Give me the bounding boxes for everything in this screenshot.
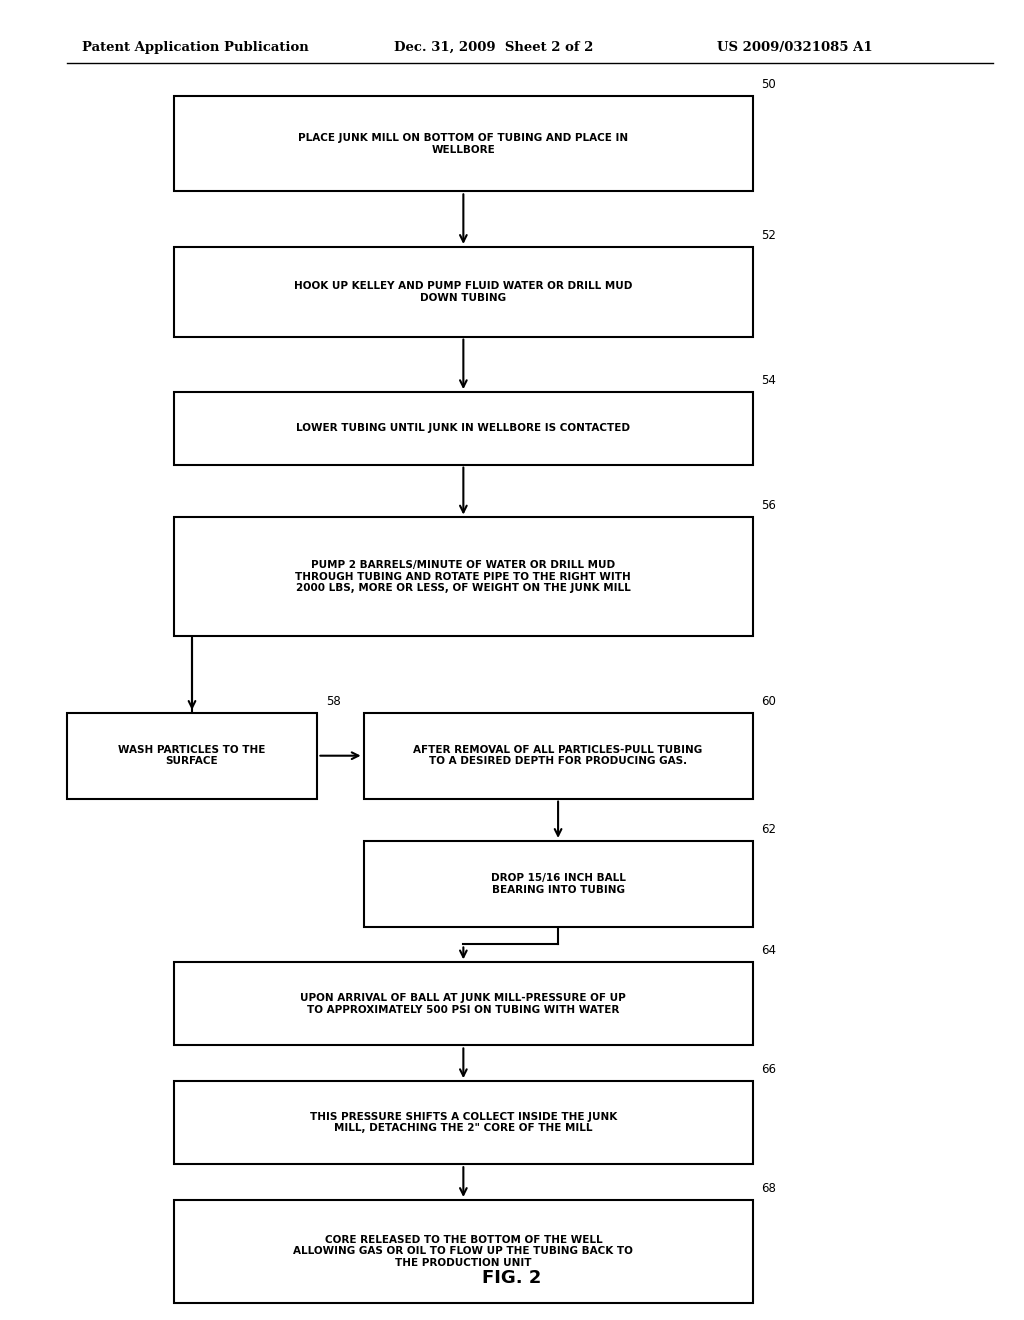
Text: PUMP 2 BARRELS/MINUTE OF WATER OR DRILL MUD
THROUGH TUBING AND ROTATE PIPE TO TH: PUMP 2 BARRELS/MINUTE OF WATER OR DRILL …	[296, 560, 631, 594]
Text: FIG. 2: FIG. 2	[482, 1269, 542, 1287]
Text: PLACE JUNK MILL ON BOTTOM OF TUBING AND PLACE IN
WELLBORE: PLACE JUNK MILL ON BOTTOM OF TUBING AND …	[298, 133, 629, 154]
Text: 58: 58	[326, 694, 340, 708]
Bar	[174, 392, 753, 465]
Text: UPON ARRIVAL OF BALL AT JUNK MILL-PRESSURE OF UP
TO APPROXIMATELY 500 PSI ON TUB: UPON ARRIVAL OF BALL AT JUNK MILL-PRESSU…	[300, 993, 627, 1015]
Text: 50: 50	[761, 78, 775, 91]
Text: 52: 52	[761, 228, 776, 242]
Text: 54: 54	[761, 374, 776, 387]
Text: LOWER TUBING UNTIL JUNK IN WELLBORE IS CONTACTED: LOWER TUBING UNTIL JUNK IN WELLBORE IS C…	[296, 424, 631, 433]
Text: THIS PRESSURE SHIFTS A COLLECT INSIDE THE JUNK
MILL, DETACHING THE 2" CORE OF TH: THIS PRESSURE SHIFTS A COLLECT INSIDE TH…	[309, 1111, 617, 1134]
Text: US 2009/0321085 A1: US 2009/0321085 A1	[717, 41, 872, 54]
Bar	[174, 96, 753, 191]
Text: 60: 60	[761, 694, 776, 708]
Bar	[174, 1081, 753, 1164]
Text: 64: 64	[761, 944, 776, 957]
Text: Dec. 31, 2009  Sheet 2 of 2: Dec. 31, 2009 Sheet 2 of 2	[394, 41, 594, 54]
Bar	[174, 1200, 753, 1303]
Text: 56: 56	[761, 499, 776, 512]
Bar	[174, 247, 753, 337]
Bar	[364, 841, 753, 927]
Bar	[174, 517, 753, 636]
Text: Patent Application Publication: Patent Application Publication	[82, 41, 308, 54]
Text: CORE RELEASED TO THE BOTTOM OF THE WELL
ALLOWING GAS OR OIL TO FLOW UP THE TUBIN: CORE RELEASED TO THE BOTTOM OF THE WELL …	[294, 1234, 633, 1269]
Bar	[67, 713, 317, 799]
Text: AFTER REMOVAL OF ALL PARTICLES-PULL TUBING
TO A DESIRED DEPTH FOR PRODUCING GAS.: AFTER REMOVAL OF ALL PARTICLES-PULL TUBI…	[414, 744, 702, 767]
Text: WASH PARTICLES TO THE
SURFACE: WASH PARTICLES TO THE SURFACE	[119, 744, 265, 767]
Text: HOOK UP KELLEY AND PUMP FLUID WATER OR DRILL MUD
DOWN TUBING: HOOK UP KELLEY AND PUMP FLUID WATER OR D…	[294, 281, 633, 302]
Text: 62: 62	[761, 822, 776, 836]
Text: 66: 66	[761, 1063, 776, 1076]
Text: 68: 68	[761, 1181, 776, 1195]
Bar	[364, 713, 753, 799]
Bar	[174, 962, 753, 1045]
Text: DROP 15/16 INCH BALL
BEARING INTO TUBING: DROP 15/16 INCH BALL BEARING INTO TUBING	[490, 873, 626, 895]
